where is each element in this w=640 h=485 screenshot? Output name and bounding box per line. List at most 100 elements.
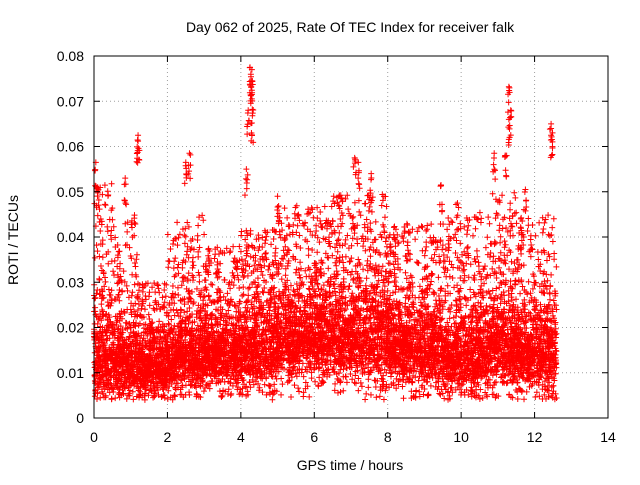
data-point [178, 306, 184, 312]
data-point [171, 265, 177, 271]
data-point [134, 252, 140, 258]
data-point [172, 313, 178, 319]
data-point [196, 272, 202, 278]
data-point [197, 244, 203, 250]
data-point [185, 244, 191, 250]
data-point [230, 244, 236, 250]
data-point [99, 268, 105, 274]
data-point [142, 306, 148, 312]
data-point [112, 395, 118, 401]
data-point [322, 204, 328, 210]
data-point [262, 382, 268, 388]
data-point [107, 292, 113, 298]
data-point [190, 259, 196, 265]
data-point [365, 258, 371, 264]
data-point [284, 215, 290, 221]
data-point [182, 240, 188, 246]
data-point [154, 281, 160, 287]
data-point [176, 270, 182, 276]
data-point [110, 268, 116, 274]
data-point [177, 231, 183, 237]
data-point [109, 396, 115, 402]
data-point [175, 292, 181, 298]
data-point [340, 388, 346, 394]
data-point [239, 293, 245, 299]
data-point [260, 272, 266, 278]
data-point [317, 209, 323, 215]
data-point [183, 234, 189, 240]
data-point [316, 286, 322, 292]
data-point [186, 389, 192, 395]
data-point [174, 242, 180, 248]
chart-title: Day 062 of 2025, Rate Of TEC Index for r… [186, 19, 515, 35]
data-point [172, 255, 178, 261]
data-point [306, 394, 312, 400]
data-point [241, 291, 247, 297]
data-point [269, 397, 275, 403]
data-point [297, 233, 303, 239]
data-point [97, 228, 103, 234]
data-point [168, 316, 174, 322]
data-point [257, 244, 263, 250]
data-point [256, 262, 262, 268]
data-point [379, 203, 385, 209]
data-point [209, 282, 215, 288]
data-point [105, 228, 111, 234]
data-point [307, 359, 313, 365]
data-point [228, 392, 234, 398]
data-point [248, 231, 254, 237]
data-point [127, 321, 133, 327]
data-point [211, 256, 217, 262]
data-point [309, 205, 315, 211]
data-point [317, 218, 323, 224]
data-point [104, 224, 110, 230]
data-point [224, 372, 230, 378]
data-point [152, 289, 158, 295]
data-point [125, 288, 131, 294]
data-point [319, 224, 325, 230]
data-point [103, 202, 109, 208]
data-point [203, 287, 209, 293]
data-point [196, 279, 202, 285]
data-point [327, 243, 333, 249]
data-point [124, 229, 130, 235]
data-point [124, 396, 130, 402]
data-point [217, 261, 223, 267]
data-point [153, 298, 159, 304]
data-point [262, 240, 268, 246]
data-point [263, 250, 269, 256]
data-point [295, 385, 301, 391]
data-point [282, 205, 288, 211]
data-point [251, 262, 257, 268]
data-point [305, 246, 311, 252]
data-point [155, 285, 161, 291]
data-point [244, 298, 250, 304]
data-point [129, 289, 135, 295]
data-point [345, 206, 351, 212]
data-point [366, 208, 372, 214]
data-point [130, 396, 136, 402]
data-point [206, 292, 212, 298]
data-point [263, 234, 269, 240]
data-point [279, 381, 285, 387]
data-point [244, 308, 250, 314]
data-point [109, 217, 115, 223]
data-point [102, 201, 108, 207]
data-point [317, 266, 323, 272]
data-point [286, 222, 292, 228]
data-point [109, 181, 115, 187]
data-point [316, 374, 322, 380]
data-point [286, 378, 292, 384]
data-point [283, 272, 289, 278]
data-point [278, 392, 284, 398]
data-point [316, 365, 322, 371]
data-point [116, 249, 122, 255]
data-point [201, 388, 207, 394]
data-point [163, 293, 169, 299]
data-point [124, 326, 130, 332]
data-point [102, 279, 108, 285]
data-point [105, 192, 111, 198]
data-point [112, 258, 118, 264]
data-points [91, 64, 560, 403]
data-point [195, 270, 201, 276]
